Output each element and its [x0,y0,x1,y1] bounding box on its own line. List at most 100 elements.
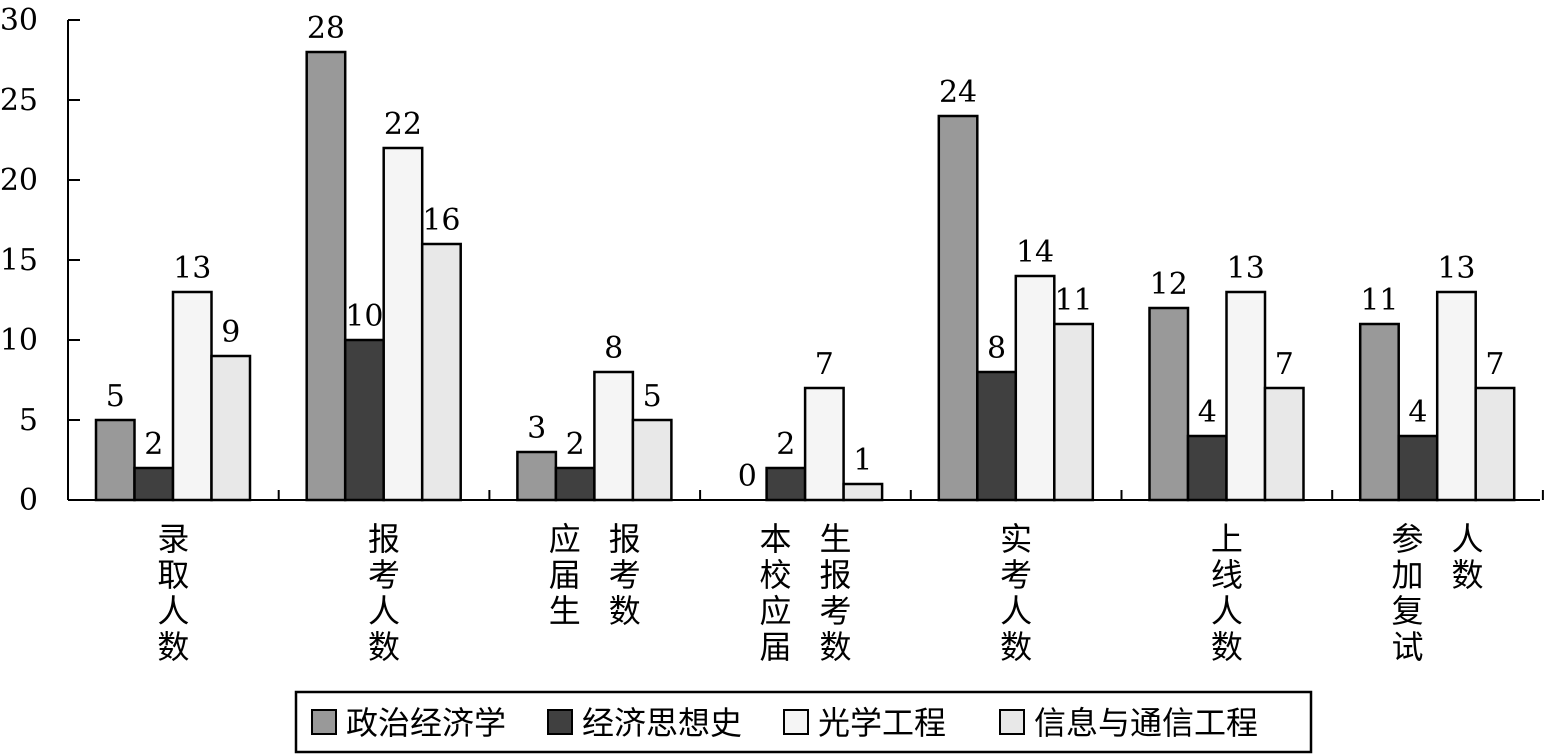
category-label-char: 试 [1392,628,1424,666]
bar [937,114,979,502]
data-label: 11 [1360,283,1398,318]
bar [516,450,558,502]
y-tick-label: 10 [0,323,38,358]
category-label-char: 生 [819,520,851,558]
category-label-char: 报 [368,520,400,558]
category-label-char: 数 [1000,628,1032,666]
category-label-char: 参 [1392,520,1424,558]
data-label: 0 [738,459,757,494]
bar [382,146,424,502]
bar [1148,306,1190,502]
category-label-char: 应 [549,520,581,558]
bar [1358,322,1400,502]
bar [305,50,347,502]
data-label: 12 [1150,267,1188,302]
data-label: 14 [1016,235,1054,270]
data-label: 13 [1227,251,1265,286]
category-label-char: 加 [1392,556,1424,594]
category-label-char: 届 [549,556,581,594]
bar [1053,322,1095,502]
data-label: 16 [422,203,460,238]
data-label: 4 [1198,395,1217,430]
bar [420,242,462,502]
data-label: 2 [776,427,795,462]
category-label-char: 报 [819,556,851,594]
bar [1435,290,1477,502]
bar [94,418,136,502]
bar [1263,386,1305,502]
bar [210,354,252,502]
category-label-char: 数 [368,628,400,666]
data-label: 5 [643,379,662,414]
legend-label: 经济思想史 [582,704,742,742]
bar [842,482,884,502]
category-label-char: 人 [1452,520,1484,558]
data-label: 7 [815,347,834,382]
data-label: 13 [173,251,211,286]
data-label: 22 [384,107,422,142]
data-label: 4 [1408,395,1427,430]
data-label: 1 [853,443,872,478]
category-label-char: 人 [1211,592,1243,630]
legend-label: 光学工程 [818,704,946,742]
legend-label: 政治经济学 [346,704,506,742]
bar [1397,434,1439,502]
bar [1474,386,1516,502]
category-label-char: 校 [759,556,791,594]
category-label-char: 考 [819,592,851,630]
category-label-char: 报 [609,520,641,558]
category-label-char: 数 [1452,556,1484,594]
category-label-char: 数 [819,628,851,666]
category-label-char: 考 [368,556,400,594]
bar [1225,290,1267,502]
y-tick-label: 15 [0,243,38,278]
bar [133,466,175,502]
bar [1014,274,1056,502]
legend-swatch [783,709,809,735]
category-label-char: 数 [157,628,189,666]
data-label: 2 [566,427,585,462]
bar [593,370,635,502]
category-label-char: 应 [759,592,791,630]
bar [554,466,596,502]
data-label: 7 [1485,347,1504,382]
category-label-char: 届 [759,628,791,666]
data-label: 13 [1437,251,1475,286]
category-label-char: 生 [549,592,581,630]
category-label-char: 人 [1000,592,1032,630]
data-label: 3 [527,411,546,446]
category-label-char: 考 [1000,556,1032,594]
bar [1186,434,1228,502]
y-tick-label: 0 [19,483,38,518]
y-tick-label: 30 [0,3,38,38]
y-tick-label: 20 [0,163,38,198]
data-label: 8 [604,331,623,366]
y-tick-label: 5 [19,403,38,438]
legend-swatch [999,709,1025,735]
data-label: 2 [144,427,163,462]
bar [803,386,845,502]
data-label: 10 [345,299,383,334]
bar [631,418,673,502]
legend-swatch [547,709,573,735]
category-label-char: 上 [1211,520,1243,558]
bar [765,466,807,502]
category-label-char: 取 [157,556,189,594]
data-label: 24 [939,75,977,110]
category-label-char: 线 [1211,556,1243,594]
legend-swatch [311,709,337,735]
bar [976,370,1018,502]
bars [94,50,1516,502]
bar [343,338,385,502]
bar [171,290,213,502]
data-label: 8 [987,331,1006,366]
category-label-char: 实 [1000,520,1032,558]
category-label-char: 人 [368,592,400,630]
category-label-char: 数 [1211,628,1243,666]
category-label-char: 数 [609,592,641,630]
category-label-char: 复 [1392,592,1424,630]
category-label-char: 考 [609,556,641,594]
